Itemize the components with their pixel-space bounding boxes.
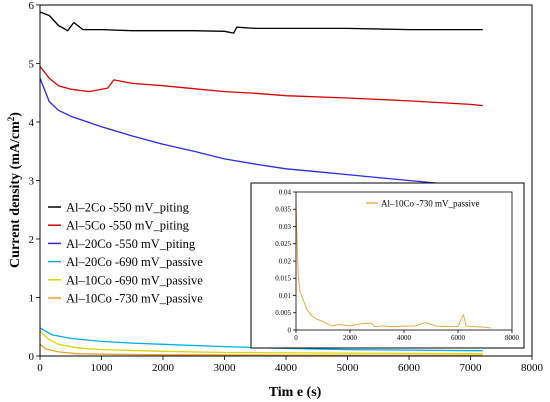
inset-y-tick-label: 0.005 [275, 309, 291, 317]
x-axis-title: Tim e (s) [269, 385, 322, 400]
main-series-lines [39, 11, 483, 357]
main-x-tick-label: 7000 [460, 362, 483, 374]
inset-x-tick-label: 6000 [451, 334, 466, 342]
inset-y-axis: 0 0.005 0.01 0.015 0.02 0.025 0.03 0.035 0.04 [275, 188, 296, 334]
inset-y-tick-label: 0 [288, 326, 292, 334]
main-x-tick-label: 1000 [91, 362, 114, 374]
main-plot: 0 1000 2000 3000 4000 5000 6000 7000 8000 0 1 2 3 4 5… [29, 0, 544, 374]
legend-label: Al–5Co -550 mV_piting [66, 219, 190, 233]
main-series-line-3 [39, 77, 483, 189]
main-x-tick-label: 2000 [152, 362, 175, 374]
main-y-axis: 0 1 2 3 4 5 6 [29, 0, 40, 363]
inset-x-tick-label: 4000 [397, 334, 412, 342]
main-x-tick-label: 6000 [398, 362, 421, 374]
main-legend: Al–2Co -550 mV_piting Al–5Co -550 mV_piti… [48, 201, 203, 306]
legend-label: Al–20Co -550 mV_piting [66, 237, 196, 251]
y-axis-title: Current density (mA/cm2) [6, 112, 23, 268]
main-y-tick-label: 5 [29, 58, 35, 70]
inset-y-tick-label: 0.01 [279, 292, 292, 300]
main-series-line-6 [39, 343, 483, 357]
inset-series-lines [295, 202, 491, 329]
inset-x-tick-label: 8000 [505, 334, 520, 342]
main-y-tick-label: 4 [29, 117, 35, 129]
inset-y-tick-label: 0.035 [275, 206, 291, 214]
inset-x-axis: 0 2000 4000 6000 8000 [294, 330, 520, 342]
inset-legend-label: Al–10Co -730 mV_passive [381, 199, 480, 209]
inset-y-tick-label: 0.04 [279, 188, 292, 196]
legend-label: Al–20Co -690 mV_passive [66, 255, 203, 269]
main-x-tick-label: 8000 [521, 362, 544, 374]
inset-chart: 0 2000 4000 6000 8000 0 0.005 0.01 0.015 0.02 0.0… [250, 182, 525, 349]
inset-x-tick-label: 0 [294, 334, 298, 342]
y-axis-title-superscript: 2 [6, 116, 16, 121]
inset-y-tick-label: 0.03 [279, 223, 292, 231]
inset-series-line-1 [295, 202, 491, 329]
inset-x-tick-label: 2000 [343, 334, 358, 342]
main-y-tick-label: 1 [29, 292, 35, 304]
inset-y-tick-label: 0.02 [279, 257, 292, 265]
main-x-tick-label: 4000 [275, 362, 298, 374]
inset-legend: Al–10Co -730 mV_passive [366, 199, 480, 209]
y-axis-title-close: ) [8, 112, 23, 117]
y-axis-title-text: Current density (mA/cm [8, 121, 23, 268]
main-series-line-4 [39, 327, 483, 352]
legend-label: Al–2Co -550 mV_piting [66, 201, 190, 215]
main-x-axis: 0 1000 2000 3000 4000 5000 6000 7000 8000 [37, 356, 544, 374]
legend-label: Al–10Co -690 mV_passive [66, 273, 203, 287]
main-y-tick-label: 6 [29, 0, 35, 12]
main-x-tick-label: 0 [37, 362, 43, 374]
main-series-line-1 [39, 11, 483, 34]
main-x-tick-label: 5000 [337, 362, 360, 374]
main-y-tick-label: 0 [29, 351, 35, 363]
main-series-line-5 [39, 330, 483, 355]
main-x-tick-label: 3000 [214, 362, 237, 374]
main-y-tick-label: 2 [29, 234, 35, 246]
main-y-tick-label: 3 [29, 175, 35, 187]
inset-y-tick-label: 0.025 [275, 240, 291, 248]
main-series-line-2 [39, 65, 483, 107]
inset-y-tick-label: 0.015 [275, 275, 291, 283]
legend-label: Al–10Co -730 mV_passive [66, 292, 203, 306]
